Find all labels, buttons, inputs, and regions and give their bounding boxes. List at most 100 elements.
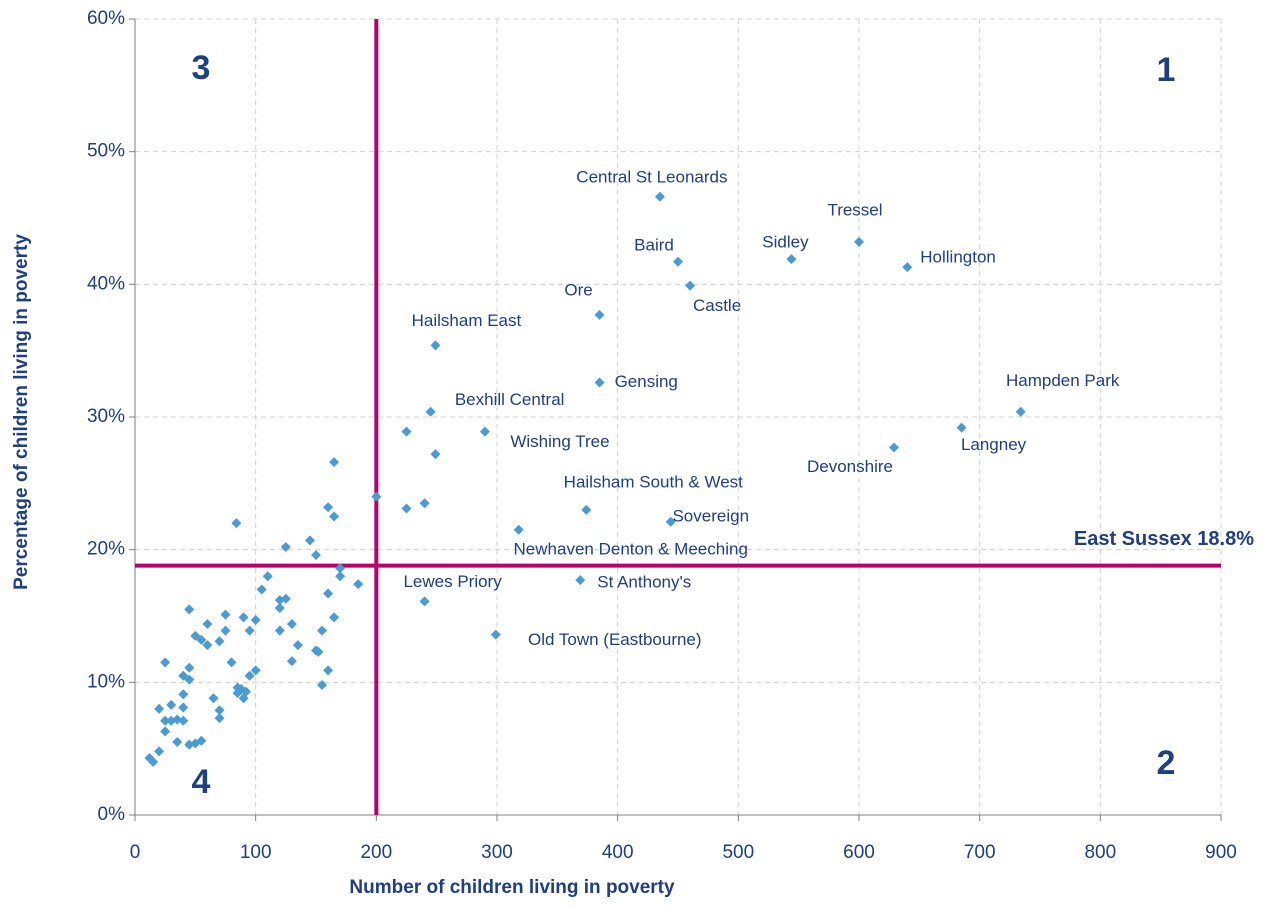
- point-label: Hollington: [920, 248, 996, 267]
- x-tick-label: 500: [722, 842, 754, 863]
- y-tick-label: 60%: [87, 8, 125, 29]
- point-label: Castle: [693, 296, 741, 315]
- data-point: [654, 191, 665, 202]
- data-point: [178, 689, 189, 700]
- x-tick-label: 200: [360, 842, 392, 863]
- point-label: Gensing: [615, 372, 678, 391]
- point-label: Sidley: [762, 233, 809, 252]
- data-point: [313, 646, 324, 657]
- data-point: [329, 612, 340, 623]
- data-point: [401, 426, 412, 437]
- x-tick-label: 0: [130, 842, 141, 863]
- point-label: Old Town (Eastbourne): [528, 630, 702, 649]
- data-point: [490, 629, 501, 640]
- y-tick-label: 0%: [98, 804, 126, 825]
- data-point: [244, 670, 255, 681]
- x-tick-label: 100: [240, 842, 272, 863]
- data-point: [238, 612, 249, 623]
- x-tick-label: 700: [964, 842, 996, 863]
- data-point: [575, 575, 586, 586]
- data-point: [430, 449, 441, 460]
- point-label: St Anthony's: [597, 573, 691, 592]
- data-point: [172, 737, 183, 748]
- point-label: Lewes Priory: [403, 572, 502, 591]
- data-point: [190, 630, 201, 641]
- data-point: [371, 491, 382, 502]
- data-point: [178, 702, 189, 713]
- data-point: [236, 683, 247, 694]
- data-point: [685, 280, 696, 291]
- data-point: [250, 614, 261, 625]
- data-point: [274, 625, 285, 636]
- data-point: [479, 426, 490, 437]
- data-point: [274, 603, 285, 614]
- reference-label: East Sussex 18.8%: [1074, 528, 1254, 550]
- data-point: [154, 703, 165, 714]
- data-point: [178, 670, 189, 681]
- data-point: [419, 498, 430, 509]
- data-point: [280, 542, 291, 553]
- data-point: [231, 518, 242, 529]
- point-label: Bexhill Central: [455, 390, 565, 409]
- data-point: [196, 735, 207, 746]
- data-point: [419, 596, 430, 607]
- data-point: [1015, 406, 1026, 417]
- data-point: [256, 584, 267, 595]
- point-label: Baird: [634, 235, 674, 254]
- quadrant-label: 2: [1157, 744, 1176, 782]
- data-point: [665, 516, 676, 527]
- data-point: [317, 679, 328, 690]
- x-tick-label: 400: [602, 842, 634, 863]
- x-tick-label: 600: [843, 842, 875, 863]
- data-point: [786, 254, 797, 265]
- data-point: [166, 715, 177, 726]
- y-tick-label: 50%: [87, 141, 125, 162]
- data-point: [513, 524, 524, 535]
- data-point: [244, 625, 255, 636]
- data-point: [214, 713, 225, 724]
- data-point: [594, 309, 605, 320]
- y-tick-label: 30%: [87, 406, 125, 427]
- data-point: [220, 609, 231, 620]
- y-tick-label: 20%: [87, 539, 125, 560]
- data-point: [888, 442, 899, 453]
- point-label: Newhaven Denton & Meeching: [514, 539, 748, 558]
- data-point: [160, 715, 171, 726]
- data-point: [214, 636, 225, 647]
- data-point: [854, 236, 864, 247]
- data-point: [250, 665, 261, 676]
- data-point: [329, 511, 340, 522]
- point-label: Hampden Park: [1006, 371, 1120, 390]
- data-point: [202, 640, 213, 651]
- point-label: Ore: [564, 280, 592, 299]
- data-point: [323, 588, 334, 599]
- data-point: [594, 377, 605, 388]
- data-point: [286, 656, 297, 667]
- data-point: [401, 503, 412, 514]
- data-point: [902, 262, 913, 273]
- x-tick-label: 300: [481, 842, 513, 863]
- data-point: [335, 571, 346, 582]
- data-point: [353, 579, 364, 590]
- data-point: [274, 595, 285, 606]
- data-point: [166, 699, 177, 710]
- data-point: [226, 657, 237, 668]
- data-point: [160, 726, 171, 737]
- data-point: [184, 662, 195, 673]
- data-point: [220, 625, 231, 636]
- data-point: [160, 657, 171, 668]
- point-label: Sovereign: [672, 506, 749, 525]
- x-tick-label: 900: [1205, 842, 1237, 863]
- point-label: Tressel: [827, 200, 882, 219]
- data-point: [311, 549, 321, 560]
- data-point: [329, 457, 340, 468]
- data-point: [673, 256, 683, 267]
- data-point: [304, 535, 315, 546]
- y-tick-label: 10%: [87, 671, 125, 692]
- data-point: [262, 571, 273, 582]
- data-point: [430, 340, 441, 351]
- data-point: [184, 674, 195, 685]
- data-point: [323, 502, 334, 513]
- data-point: [154, 746, 165, 757]
